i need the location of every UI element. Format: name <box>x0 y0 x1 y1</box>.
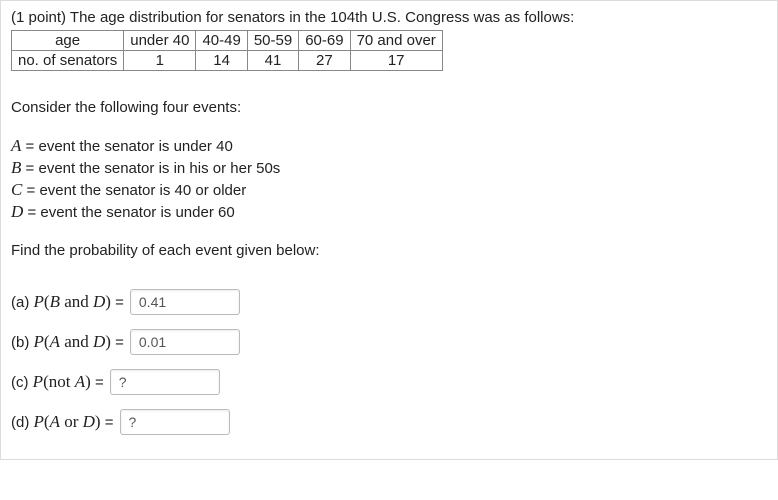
answer-input-d[interactable] <box>120 409 230 435</box>
event-c: C = event the senator is 40 or older <box>11 180 767 200</box>
event-b: B = event the senator is in his or her 5… <box>11 158 767 178</box>
answer-d: (d) P(A or D) = <box>11 409 767 435</box>
answer-input-b[interactable] <box>130 329 240 355</box>
event-symbol: C <box>11 180 22 199</box>
event-text: = event the senator is under 40 <box>21 138 232 155</box>
table-row: no. of senators 1 14 41 27 17 <box>12 51 443 71</box>
event-text: = event the senator is under 60 <box>23 204 234 221</box>
answer-input-a[interactable] <box>130 289 240 315</box>
op-text: and <box>60 332 93 351</box>
cell-age-label: age <box>12 31 124 51</box>
answer-b: (b) P(A and D) = <box>11 329 767 355</box>
cell: 14 <box>196 51 247 71</box>
event-text: = event the senator is 40 or older <box>22 182 246 199</box>
var: A <box>50 412 60 431</box>
equals: = <box>111 294 124 311</box>
cell: 50-59 <box>247 31 298 51</box>
cell: 27 <box>299 51 350 71</box>
table-row: age under 40 40-49 50-59 60-69 70 and ov… <box>12 31 443 51</box>
part-label: (d) <box>11 414 34 431</box>
part-label: (b) <box>11 334 34 351</box>
cell-count-label: no. of senators <box>12 51 124 71</box>
cell: under 40 <box>124 31 196 51</box>
age-table: age under 40 40-49 50-59 60-69 70 and ov… <box>11 30 443 71</box>
event-a: A = event the senator is under 40 <box>11 136 767 156</box>
cell: 60-69 <box>299 31 350 51</box>
op-text: or <box>60 412 83 431</box>
p-sym: P <box>34 292 44 311</box>
equals: = <box>91 374 104 391</box>
op-text: and <box>60 292 93 311</box>
answer-a: (a) P(B and D) = <box>11 289 767 315</box>
cell: 40-49 <box>196 31 247 51</box>
var: D <box>93 332 105 351</box>
event-text: = event the senator is in his or her 50s <box>21 160 280 177</box>
p-sym: P <box>34 332 44 351</box>
event-d: D = event the senator is under 60 <box>11 202 767 222</box>
cell: 70 and over <box>350 31 442 51</box>
event-symbol: A <box>11 136 21 155</box>
op-text: not <box>49 372 75 391</box>
cell: 41 <box>247 51 298 71</box>
equals: = <box>111 334 124 351</box>
var: A <box>50 332 60 351</box>
answer-c: (c) P(not A) = <box>11 369 767 395</box>
var: D <box>83 412 95 431</box>
part-label: (a) <box>11 294 34 311</box>
event-symbol: D <box>11 202 23 221</box>
cell: 1 <box>124 51 196 71</box>
part-label: (c) <box>11 374 33 391</box>
consider-text: Consider the following four events: <box>11 99 767 116</box>
answer-input-c[interactable] <box>110 369 220 395</box>
var: B <box>50 292 60 311</box>
var: A <box>75 372 85 391</box>
p-sym: P <box>33 372 43 391</box>
cell: 17 <box>350 51 442 71</box>
equals: = <box>101 414 114 431</box>
p-sym: P <box>34 412 44 431</box>
find-text: Find the probability of each event given… <box>11 242 767 259</box>
var: D <box>93 292 105 311</box>
event-symbol: B <box>11 158 21 177</box>
question-header: (1 point) The age distribution for senat… <box>11 9 767 26</box>
